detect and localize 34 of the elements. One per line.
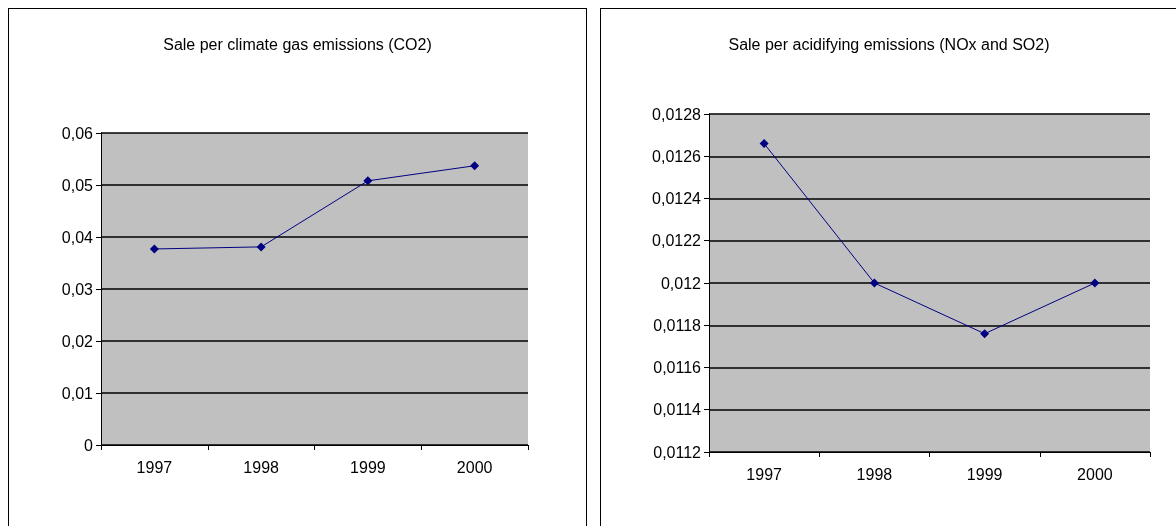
y-tick-label: 0 (84, 436, 94, 454)
y-tick-label: 0,0126 (652, 147, 702, 165)
y-tick-label: 0,06 (61, 124, 94, 142)
x-tick-label: 1997 (136, 458, 173, 476)
x-tick-label: 2000 (1077, 465, 1113, 483)
x-tick-label: 1998 (243, 458, 280, 476)
x-tick-label: 1999 (966, 465, 1003, 483)
x-tick-label: 1997 (746, 465, 783, 483)
point (363, 176, 373, 186)
y-tick-label: 0,0112 (653, 443, 702, 461)
y-tick-label: 0,0114 (653, 401, 702, 419)
y-tick-label: 0,04 (61, 228, 94, 246)
y-tick-label: 0,0128 (652, 105, 702, 123)
y-tick-label: 0,01 (61, 384, 94, 402)
y-tick-label: 0,012 (660, 274, 702, 292)
y-tick-label: 0,0118 (653, 316, 702, 334)
x-tick-label: 1998 (856, 465, 893, 483)
y-tick-label: 0,0116 (653, 359, 702, 376)
chart-title: Sale per climate gas emissions (CO2) (163, 35, 432, 53)
chart-title: Sale per acidifying emissions (NOx and SO2) (728, 35, 1050, 53)
point (256, 242, 266, 252)
y-tick-label: 0,0122 (652, 232, 702, 250)
point (1090, 278, 1100, 288)
y-tick-label: 0,02 (61, 332, 94, 350)
x-tick-label: 1999 (350, 458, 386, 476)
point (470, 161, 480, 171)
y-tick-label: 0,0124 (652, 190, 702, 207)
y-tick-label: 0,05 (61, 176, 94, 194)
point (869, 278, 879, 288)
point (980, 329, 990, 339)
point (149, 244, 159, 254)
y-tick-label: 0,03 (61, 280, 94, 298)
point (759, 139, 769, 149)
x-tick-label: 2000 (456, 458, 493, 476)
